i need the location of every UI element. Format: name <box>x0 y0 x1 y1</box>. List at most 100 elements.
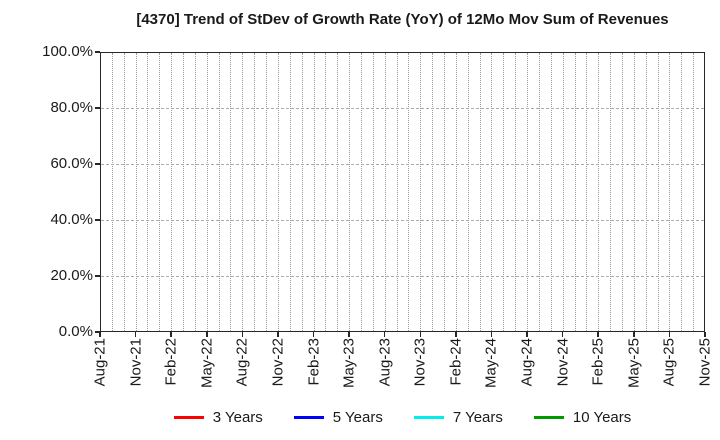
gridline-vertical <box>230 53 232 331</box>
gridline-vertical <box>645 53 647 331</box>
gridline-vertical <box>550 53 552 331</box>
gridline-vertical <box>396 53 398 331</box>
x-tick <box>455 332 457 337</box>
legend-label: 10 Years <box>572 408 632 426</box>
y-tick <box>95 107 100 109</box>
legend-label: 5 Years <box>332 408 383 426</box>
x-tick <box>277 332 279 337</box>
x-tick <box>134 332 137 337</box>
x-tick-label: May-25 <box>625 338 643 389</box>
gridline-vertical <box>681 53 683 331</box>
gridline-vertical <box>313 53 315 331</box>
gridline-vertical <box>360 53 362 331</box>
x-tick-label: Nov-21 <box>127 338 145 387</box>
y-tick-label: 40.0% <box>50 211 93 228</box>
gridline-vertical <box>503 53 505 331</box>
x-tick-label: Aug-23 <box>376 338 394 387</box>
y-tick <box>95 331 100 333</box>
gridline-vertical <box>444 53 446 331</box>
gridline-vertical <box>277 53 279 331</box>
gridline-vertical <box>598 53 600 331</box>
gridline-vertical <box>301 53 303 331</box>
gridline-vertical <box>538 53 540 331</box>
x-tick-label: Feb-24 <box>447 338 465 386</box>
x-tick <box>597 332 599 337</box>
gridline-vertical <box>610 53 612 331</box>
x-tick <box>633 332 635 337</box>
x-tick <box>668 332 671 337</box>
x-tick <box>526 332 528 337</box>
x-tick-label: Nov-22 <box>269 338 287 387</box>
y-tick-label: 60.0% <box>50 155 93 172</box>
gridline-vertical <box>183 53 185 331</box>
gridline-horizontal <box>101 108 704 109</box>
x-tick-label: Aug-24 <box>518 338 536 387</box>
legend-label: 7 Years <box>452 408 503 426</box>
gridline-vertical <box>455 53 457 331</box>
x-tick <box>383 332 386 337</box>
plot-area-border <box>100 52 705 332</box>
legend-item: 3 Years <box>173 408 263 426</box>
gridline-vertical <box>372 53 374 331</box>
y-tick-label: 100.0% <box>42 43 93 60</box>
x-tick <box>490 332 493 337</box>
gridline-vertical <box>337 53 339 331</box>
gridline-vertical <box>491 53 493 331</box>
y-tick <box>95 163 100 165</box>
gridline-vertical <box>515 53 517 331</box>
y-tick <box>95 219 100 221</box>
legend-item: 10 Years <box>533 408 632 426</box>
x-tick-label: May-22 <box>198 338 216 389</box>
x-tick <box>312 332 315 337</box>
gridline-vertical <box>479 53 481 331</box>
gridline-vertical <box>349 53 351 331</box>
gridline-vertical <box>633 53 635 331</box>
gridline-vertical <box>325 53 327 331</box>
x-tick-label: Aug-21 <box>91 338 109 387</box>
legend-item: 5 Years <box>293 408 383 426</box>
legend-label: 3 Years <box>212 408 263 426</box>
gridline-vertical <box>669 53 671 331</box>
gridline-vertical <box>657 53 659 331</box>
gridline-vertical <box>693 53 695 331</box>
x-tick <box>704 332 706 337</box>
legend-swatch-3-years <box>173 415 204 419</box>
gridline-vertical <box>206 53 208 331</box>
x-tick-label: Nov-24 <box>554 338 572 387</box>
y-tick-label: 20.0% <box>50 267 93 284</box>
gridline-vertical <box>527 53 529 331</box>
gridline-vertical <box>266 53 268 331</box>
legend-item: 7 Years <box>413 408 503 426</box>
x-tick-label: Aug-22 <box>233 338 251 387</box>
gridline-vertical <box>111 53 113 331</box>
x-tick-label: Feb-25 <box>589 338 607 386</box>
gridline-vertical <box>159 53 161 331</box>
x-tick <box>206 332 208 337</box>
gridline-vertical <box>586 53 588 331</box>
gridline-vertical <box>432 53 434 331</box>
y-tick-label: 80.0% <box>50 99 93 116</box>
x-tick <box>419 332 422 337</box>
gridline-vertical <box>123 53 125 331</box>
gridline-vertical <box>218 53 220 331</box>
gridline-vertical <box>384 53 386 331</box>
legend-swatch-5-years <box>293 415 324 419</box>
gridline-vertical <box>574 53 576 331</box>
gridline-vertical <box>135 53 137 331</box>
x-tick-label: May-23 <box>340 338 358 389</box>
x-tick <box>561 332 564 337</box>
legend: 3 Years 5 Years 7 Years 10 Years <box>100 404 705 430</box>
gridline-vertical <box>171 53 173 331</box>
x-tick-label: May-24 <box>482 338 500 389</box>
x-tick-label: Aug-25 <box>660 338 678 387</box>
y-tick <box>95 275 100 277</box>
chart-title: [4370] Trend of StDev of Growth Rate (Yo… <box>136 11 669 28</box>
legend-swatch-10-years <box>533 415 564 419</box>
gridline-vertical <box>408 53 410 331</box>
gridline-vertical <box>194 53 196 331</box>
x-tick-label: Feb-22 <box>162 338 180 386</box>
x-tick <box>170 332 172 337</box>
x-tick <box>241 332 244 337</box>
gridline-horizontal <box>101 164 704 165</box>
